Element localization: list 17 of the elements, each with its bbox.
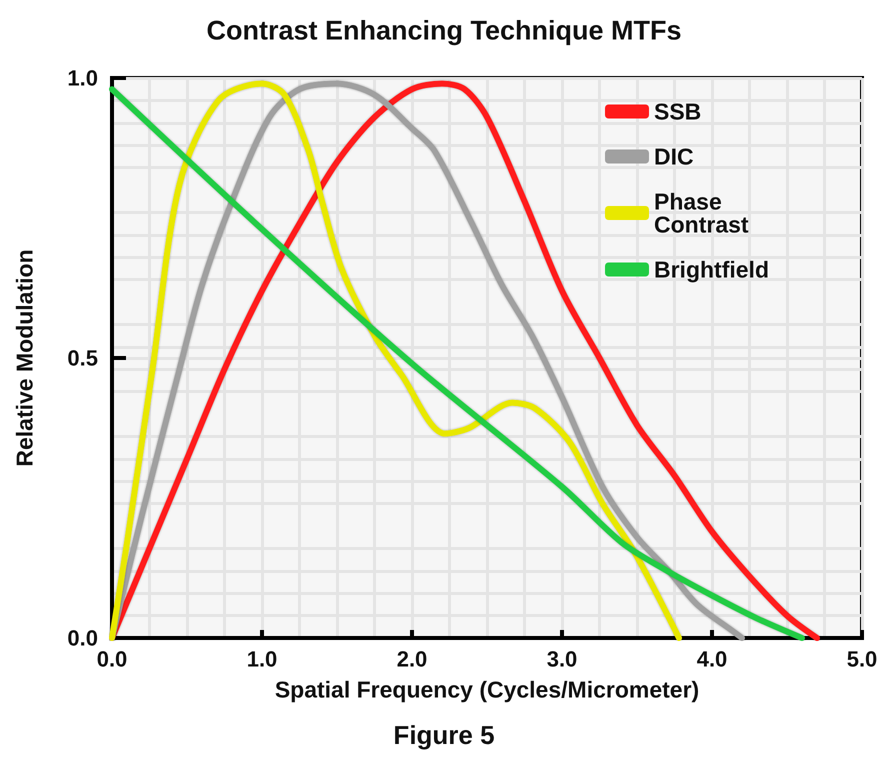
legend-label: SSB [654, 98, 702, 124]
legend-label: Brightfield [654, 256, 769, 282]
y-tick-label: 1.0 [67, 66, 98, 90]
x-tick-label: 1.0 [246, 646, 278, 672]
y-axis-title: Relative Modulation [12, 249, 38, 467]
x-tick-label: 3.0 [546, 646, 578, 672]
x-tick-label: 0.0 [96, 646, 128, 672]
x-axis-title: Spatial Frequency (Cycles/Micrometer) [274, 676, 700, 702]
legend-label: Phase Contrast [654, 188, 749, 238]
y-tick-label: 0.5 [67, 346, 98, 370]
x-tick-label: 4.0 [696, 646, 728, 672]
legend-label: DIC [654, 144, 694, 170]
chart-title: Contrast Enhancing Technique MTFs [206, 16, 682, 46]
x-tick-label: 5.0 [846, 646, 878, 672]
x-tick-label: 2.0 [396, 646, 428, 672]
caption: Figure 5 [393, 720, 495, 750]
y-tick-label: 0.0 [67, 626, 98, 650]
